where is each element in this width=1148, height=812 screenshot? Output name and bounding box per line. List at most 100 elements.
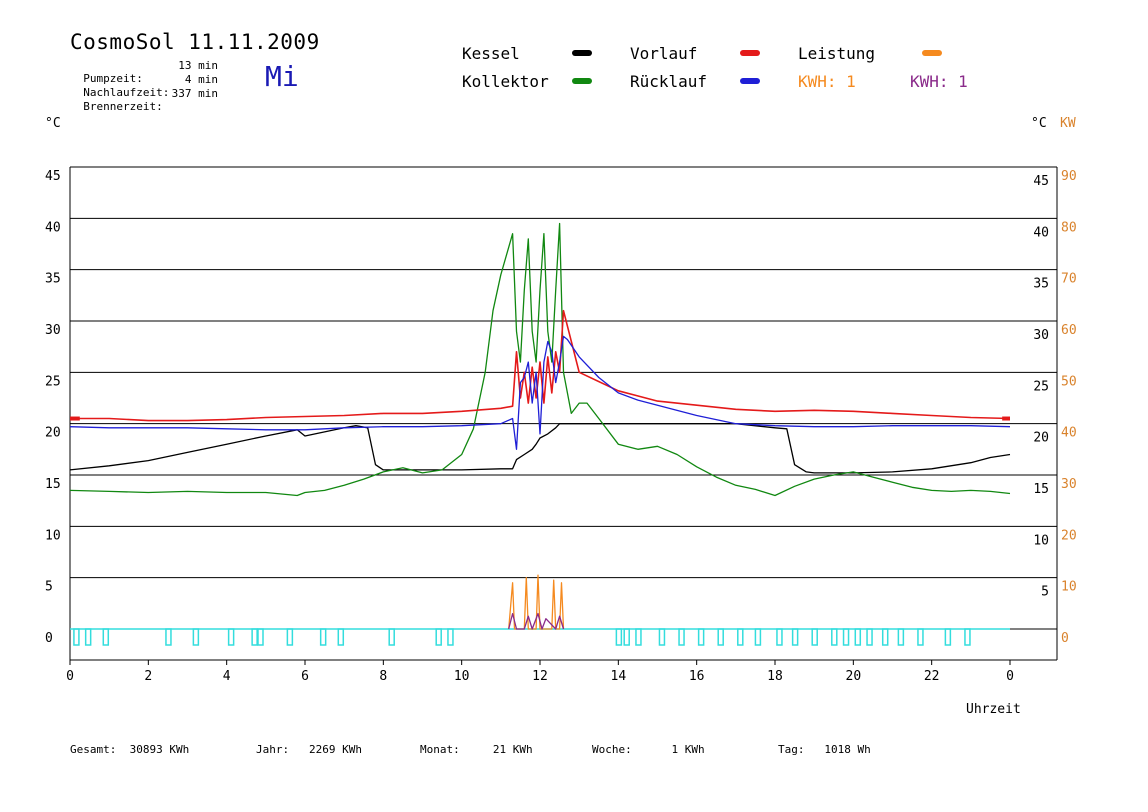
pump-pulse: [658, 628, 666, 646]
x-tick-label: 18: [767, 669, 783, 684]
legend-vorlauf-label: Vorlauf: [630, 44, 698, 63]
y-left-tick-label: 40: [45, 220, 61, 235]
pump-pulse: [897, 628, 905, 646]
y2-tick-label: 0: [1061, 631, 1069, 646]
pump-pulse: [623, 628, 630, 646]
y2-tick-label: 70: [1061, 272, 1077, 287]
legend-kessel-swatch: [572, 50, 592, 56]
y2-tick-label: 50: [1061, 374, 1077, 389]
x-tick-label: 14: [611, 669, 627, 684]
legend-vorlauf-swatch: [740, 50, 760, 56]
stat-pumpzeit: Pumpzeit: 13 min: [70, 59, 218, 98]
pump-pulse: [615, 628, 623, 646]
y-right-tick-label: 15: [1033, 482, 1049, 497]
legend-kwh-purple: KWH: 1: [910, 72, 968, 91]
y-left-tick-label: 45: [45, 169, 61, 184]
y-left-tick-label: 20: [45, 426, 61, 441]
stat-label: Pumpzeit:: [83, 72, 143, 85]
y2-tick-label: 20: [1061, 528, 1077, 543]
pump-pulse: [791, 628, 799, 646]
footer-woche: Woche: 1 KWh: [592, 743, 705, 756]
pump-pulse: [165, 628, 172, 646]
y-right2-unit: KW: [1060, 116, 1076, 131]
pump-pulse: [73, 628, 80, 646]
pump-pulse: [251, 628, 258, 646]
y-right-unit: °C: [1031, 116, 1047, 131]
pump-pulse: [842, 628, 850, 646]
pump-pulse: [717, 628, 724, 646]
legend-kwh-orange: KWH: 1: [798, 72, 856, 91]
y-right-tick-label: 40: [1033, 225, 1049, 240]
pump-pulse: [811, 628, 818, 646]
stat-value: 13 min: [178, 59, 218, 72]
pump-pulse: [257, 628, 264, 646]
legend-kollektor-label: Kollektor: [462, 72, 549, 91]
y2-tick-label: 60: [1061, 323, 1077, 338]
y-left-tick-label: 5: [45, 580, 53, 595]
pump-pulse: [697, 628, 705, 646]
series-kwh: [508, 612, 565, 630]
series-kollektor: [69, 222, 1011, 497]
y-right-tick-label: 30: [1033, 328, 1049, 343]
stat-value: 4 min: [184, 73, 218, 86]
pump-pulse: [854, 628, 862, 646]
y2-tick-label: 90: [1061, 169, 1077, 184]
x-tick-label: 10: [454, 669, 470, 684]
x-tick-label: 0: [66, 669, 74, 684]
x-tick-label: 2: [144, 669, 152, 684]
pump-pulse: [227, 628, 235, 646]
y-left-tick-label: 0: [45, 631, 53, 646]
y-left-tick-label: 15: [45, 477, 61, 492]
y-left-tick-label: 35: [45, 272, 61, 287]
pump-pulse: [388, 628, 395, 646]
series-kessel: [69, 423, 1011, 474]
stat-label: Brennerzeit:: [83, 100, 163, 113]
x-tick-label: 8: [379, 669, 387, 684]
footer-gesamt: Gesamt: 30893 KWh: [70, 743, 190, 756]
pump-pulse: [84, 628, 92, 646]
legend-ruecklauf-swatch: [740, 78, 760, 84]
x-tick-label: 6: [301, 669, 309, 684]
y-right-tick-label: 35: [1033, 277, 1049, 292]
pump-pulse: [447, 628, 454, 646]
pump-pulse: [286, 628, 294, 646]
y-left-unit: °C: [45, 116, 61, 131]
legend-kollektor-swatch: [572, 78, 592, 84]
stat-label: Nachlaufzeit:: [83, 86, 170, 99]
series-leistung: [508, 574, 565, 630]
y2-tick-label: 80: [1061, 220, 1077, 235]
stat-value: 337 min: [171, 87, 218, 100]
y-left-tick-label: 30: [45, 323, 61, 338]
y-right-tick-label: 5: [1041, 585, 1049, 600]
pump-pulse: [866, 628, 873, 646]
x-tick-label: 12: [532, 669, 548, 684]
pump-pulse: [737, 628, 744, 646]
y-right-tick-label: 20: [1033, 431, 1049, 446]
weekday-label: Mi: [265, 60, 299, 93]
y-left-tick-label: 10: [45, 528, 61, 543]
pump-pulse: [435, 628, 442, 646]
y2-tick-label: 10: [1061, 580, 1077, 595]
chart-title: CosmoSol 11.11.2009: [70, 30, 320, 54]
pump-pulse: [831, 628, 838, 646]
pump-pulse: [337, 628, 345, 646]
pump-pulse: [678, 628, 685, 646]
pump-pulse: [881, 628, 889, 646]
footer-tag: Tag: 1018 Wh: [778, 743, 871, 756]
stat-nachlaufzeit: Nachlaufzeit: 4 min: [70, 73, 218, 112]
x-tick-label: 0: [1006, 669, 1014, 684]
legend-leistung-swatch: [922, 50, 942, 56]
x-tick-label: 4: [223, 669, 231, 684]
pump-pulse: [944, 628, 952, 646]
footer-jahr: Jahr: 2269 KWh: [256, 743, 362, 756]
series-vorlauf: [70, 309, 1011, 422]
y2-tick-label: 40: [1061, 426, 1077, 441]
y-right-tick-label: 45: [1033, 174, 1049, 189]
x-tick-label: 16: [689, 669, 705, 684]
x-tick-label: 22: [924, 669, 940, 684]
pump-pulse: [917, 628, 924, 646]
x-axis-label: Uhrzeit: [966, 702, 1021, 717]
stat-brennerzeit: Brennerzeit: 337 min: [70, 87, 218, 126]
x-tick-label: 20: [846, 669, 862, 684]
